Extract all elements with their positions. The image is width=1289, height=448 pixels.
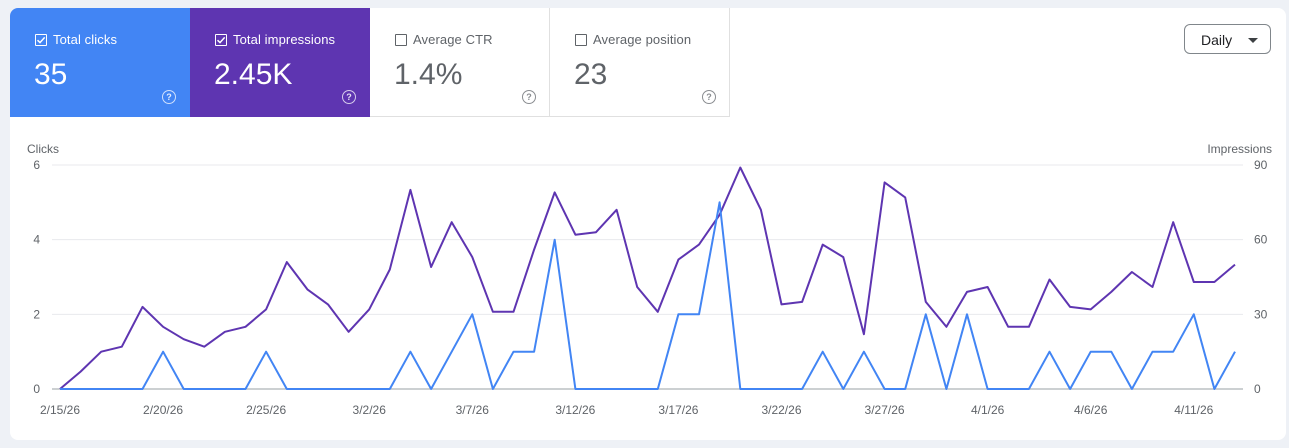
x-tick-label: 3/22/26 — [761, 403, 801, 417]
help-icon[interactable]: ? — [702, 90, 716, 104]
total-impressions-label: Total impressions — [233, 32, 336, 47]
x-tick-label: 4/6/26 — [1074, 403, 1108, 417]
y-left-tick-label: 2 — [33, 307, 40, 321]
x-tick-label: 4/1/26 — [971, 403, 1005, 417]
x-tick-label: 4/11/26 — [1174, 403, 1213, 417]
y-right-tick-label: 90 — [1254, 158, 1268, 172]
period-select[interactable]: Daily — [1184, 24, 1271, 54]
metric-average-ctr[interactable]: Average CTR 1.4% ? — [370, 8, 550, 117]
x-tick-label: 3/7/26 — [456, 403, 490, 417]
y-left-tick-label: 0 — [33, 382, 40, 396]
x-tick-label: 3/27/26 — [865, 403, 905, 417]
chevron-down-icon — [1248, 38, 1258, 43]
average-ctr-label: Average CTR — [413, 32, 493, 47]
x-tick-label: 2/15/26 — [40, 403, 80, 417]
average-position-checkbox[interactable] — [575, 34, 587, 46]
average-position-label: Average position — [593, 32, 692, 47]
metric-total-impressions[interactable]: Total impressions 2.45K ? — [190, 8, 370, 117]
average-ctr-value: 1.4% — [394, 58, 463, 91]
help-icon[interactable]: ? — [162, 90, 176, 104]
performance-panel: Total clicks 35 ? Total impressions 2.45… — [10, 8, 1286, 440]
period-select-value: Daily — [1201, 32, 1233, 48]
metric-total-clicks[interactable]: Total clicks 35 ? — [10, 8, 190, 117]
help-icon[interactable]: ? — [522, 90, 536, 104]
y-left-tick-label: 4 — [33, 233, 40, 247]
y-right-tick-label: 30 — [1254, 307, 1268, 321]
y-right-tick-label: 60 — [1254, 233, 1268, 247]
x-tick-label: 3/12/26 — [555, 403, 595, 417]
y-left-tick-label: 6 — [33, 158, 40, 172]
metric-average-position[interactable]: Average position 23 ? — [550, 8, 730, 117]
total-clicks-checkbox[interactable] — [35, 34, 47, 46]
average-ctr-checkbox[interactable] — [395, 34, 407, 46]
average-position-value: 23 — [574, 58, 608, 91]
x-tick-label: 2/20/26 — [143, 403, 183, 417]
total-impressions-checkbox[interactable] — [215, 34, 227, 46]
impressions-series-line — [59, 166, 1236, 390]
x-tick-label: 3/2/26 — [353, 403, 387, 417]
total-impressions-value: 2.45K — [214, 58, 293, 91]
x-tick-label: 3/17/26 — [658, 403, 698, 417]
x-tick-label: 2/25/26 — [246, 403, 286, 417]
help-icon[interactable]: ? — [342, 90, 356, 104]
total-clicks-value: 35 — [34, 58, 68, 91]
clicks-series-line — [60, 201, 1236, 390]
total-clicks-label: Total clicks — [53, 32, 118, 47]
y-left-axis-title: Clicks — [27, 142, 59, 156]
y-right-axis-title: Impressions — [1207, 142, 1272, 156]
y-right-tick-label: 0 — [1254, 382, 1261, 396]
